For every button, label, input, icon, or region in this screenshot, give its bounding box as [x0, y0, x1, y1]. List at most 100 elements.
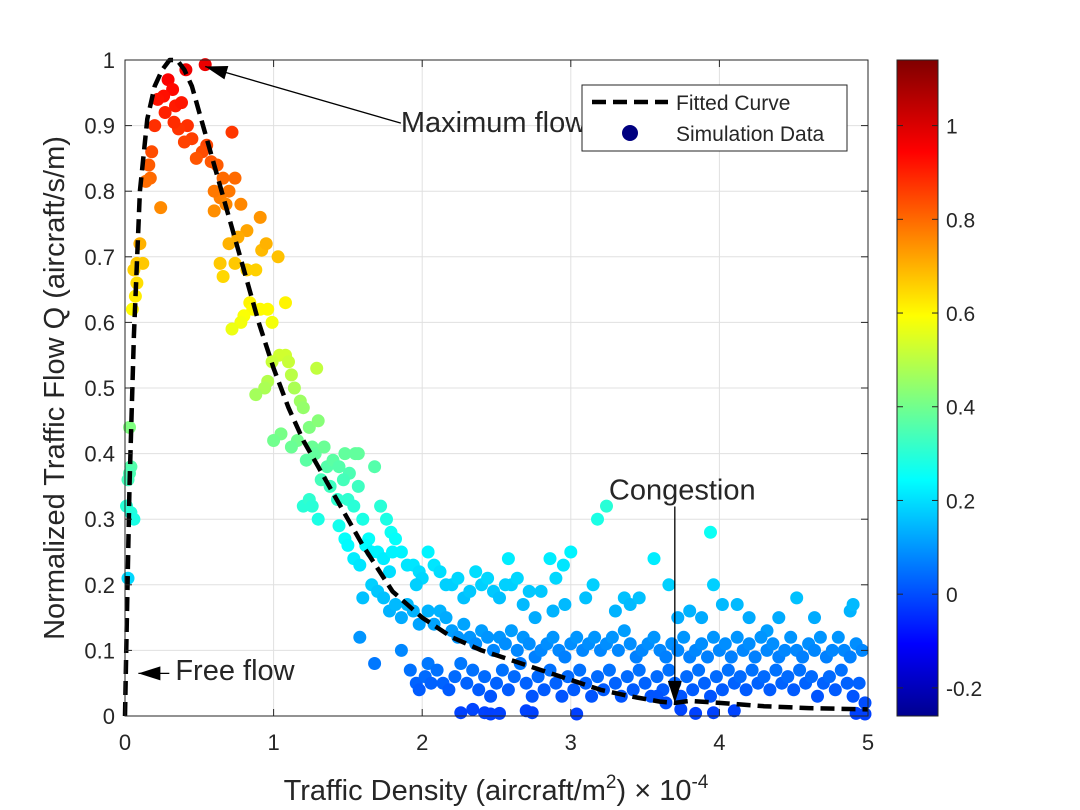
data-point: [537, 683, 551, 697]
x-axis-label: Traffic Density (aircraft/m2) × 10-4: [284, 772, 709, 807]
colorbar: -0.2 0 0.2 0.4 0.6 0.8 1: [896, 59, 982, 717]
data-point: [632, 663, 646, 677]
data-point: [555, 689, 569, 703]
data-point: [225, 125, 239, 139]
data-point: [623, 637, 637, 651]
data-point: [222, 184, 236, 198]
data-point: [715, 683, 729, 697]
colorbar-ticks: -0.2 0 0.2 0.4 0.6 0.8 1: [897, 116, 982, 701]
data-point: [356, 591, 370, 605]
data-point: [793, 663, 807, 677]
data-point: [421, 604, 435, 618]
data-point: [495, 663, 509, 677]
data-point: [368, 460, 382, 474]
data-point: [564, 545, 578, 559]
data-point: [721, 663, 735, 677]
data-point: [671, 611, 685, 625]
legend-marker-icon: [622, 125, 638, 141]
data-point: [258, 381, 272, 395]
data-point: [460, 676, 474, 690]
data-point: [608, 676, 622, 690]
data-point: [707, 706, 720, 720]
data-point: [338, 447, 352, 461]
data-point: [424, 676, 438, 690]
data-point: [284, 368, 298, 382]
data-point: [846, 598, 860, 611]
data-point: [549, 676, 563, 690]
data-point: [177, 135, 191, 149]
data-point: [501, 683, 515, 697]
data-point: [341, 538, 355, 552]
y-tick-label: 0.8: [84, 179, 115, 204]
data-point: [659, 650, 673, 664]
data-point: [647, 552, 661, 566]
data-point: [546, 630, 560, 644]
x-tick-label: 1: [267, 730, 279, 755]
data-point: [287, 381, 301, 395]
data-point: [332, 519, 346, 533]
data-point: [451, 571, 465, 585]
data-point: [225, 322, 239, 336]
y-tick-label: 0.5: [84, 376, 115, 401]
data-point: [454, 706, 468, 720]
y-tick-label: 0: [103, 704, 115, 729]
data-point: [148, 119, 162, 133]
data-point: [314, 473, 328, 487]
data-point: [433, 565, 447, 579]
y-tick-label: 0.9: [84, 114, 115, 139]
data-point: [556, 558, 570, 572]
data-point: [311, 512, 325, 526]
data-point: [602, 663, 616, 677]
data-point: [166, 83, 180, 96]
data-point: [189, 151, 203, 165]
data-point: [796, 650, 810, 664]
data-point: [282, 355, 295, 369]
data-point: [709, 670, 723, 684]
y-tick-label: 0.7: [84, 245, 115, 270]
grid: [124, 59, 869, 717]
data-point: [852, 676, 866, 690]
data-point: [585, 689, 599, 703]
data-point: [394, 611, 408, 625]
data-point: [579, 591, 593, 605]
data-point: [136, 256, 150, 270]
x-tick-label: 0: [119, 730, 131, 755]
data-point: [626, 683, 640, 697]
data-point: [742, 611, 756, 625]
data-point: [707, 578, 720, 592]
data-point: [650, 670, 664, 684]
data-point: [742, 637, 756, 651]
data-point: [265, 315, 279, 329]
data-point: [154, 201, 168, 215]
data-point: [317, 440, 331, 454]
data-point: [531, 670, 545, 684]
data-point: [632, 591, 646, 605]
data-point: [784, 630, 798, 644]
data-point: [481, 630, 495, 644]
data-point: [380, 512, 393, 526]
data-point: [442, 683, 456, 697]
data-point: [228, 256, 242, 270]
data-point: [662, 578, 676, 592]
data-point: [692, 663, 706, 677]
data-point: [507, 670, 521, 684]
data-point: [689, 706, 703, 720]
y-tick-label: 1: [103, 48, 115, 73]
data-point: [332, 460, 346, 474]
data-point: [546, 604, 560, 618]
data-point: [695, 611, 709, 625]
data-point: [249, 388, 263, 402]
data-point: [466, 702, 480, 716]
data-point: [261, 302, 275, 316]
data-point: [834, 663, 848, 677]
axis-ticks: 0 1 2 3 4 5 0 0.1 0.2 0.3 0.4 0.5 0.6 0.7 0.8 0.9 1: [84, 48, 874, 755]
data-point: [279, 296, 292, 310]
data-points: [120, 58, 872, 721]
data-point: [353, 630, 367, 644]
data-point: [394, 643, 408, 657]
data-point: [733, 670, 747, 684]
data-point: [271, 250, 285, 264]
colorbar-tick-label: -0.2: [946, 678, 982, 701]
data-point: [525, 689, 539, 703]
data-point: [724, 650, 738, 664]
